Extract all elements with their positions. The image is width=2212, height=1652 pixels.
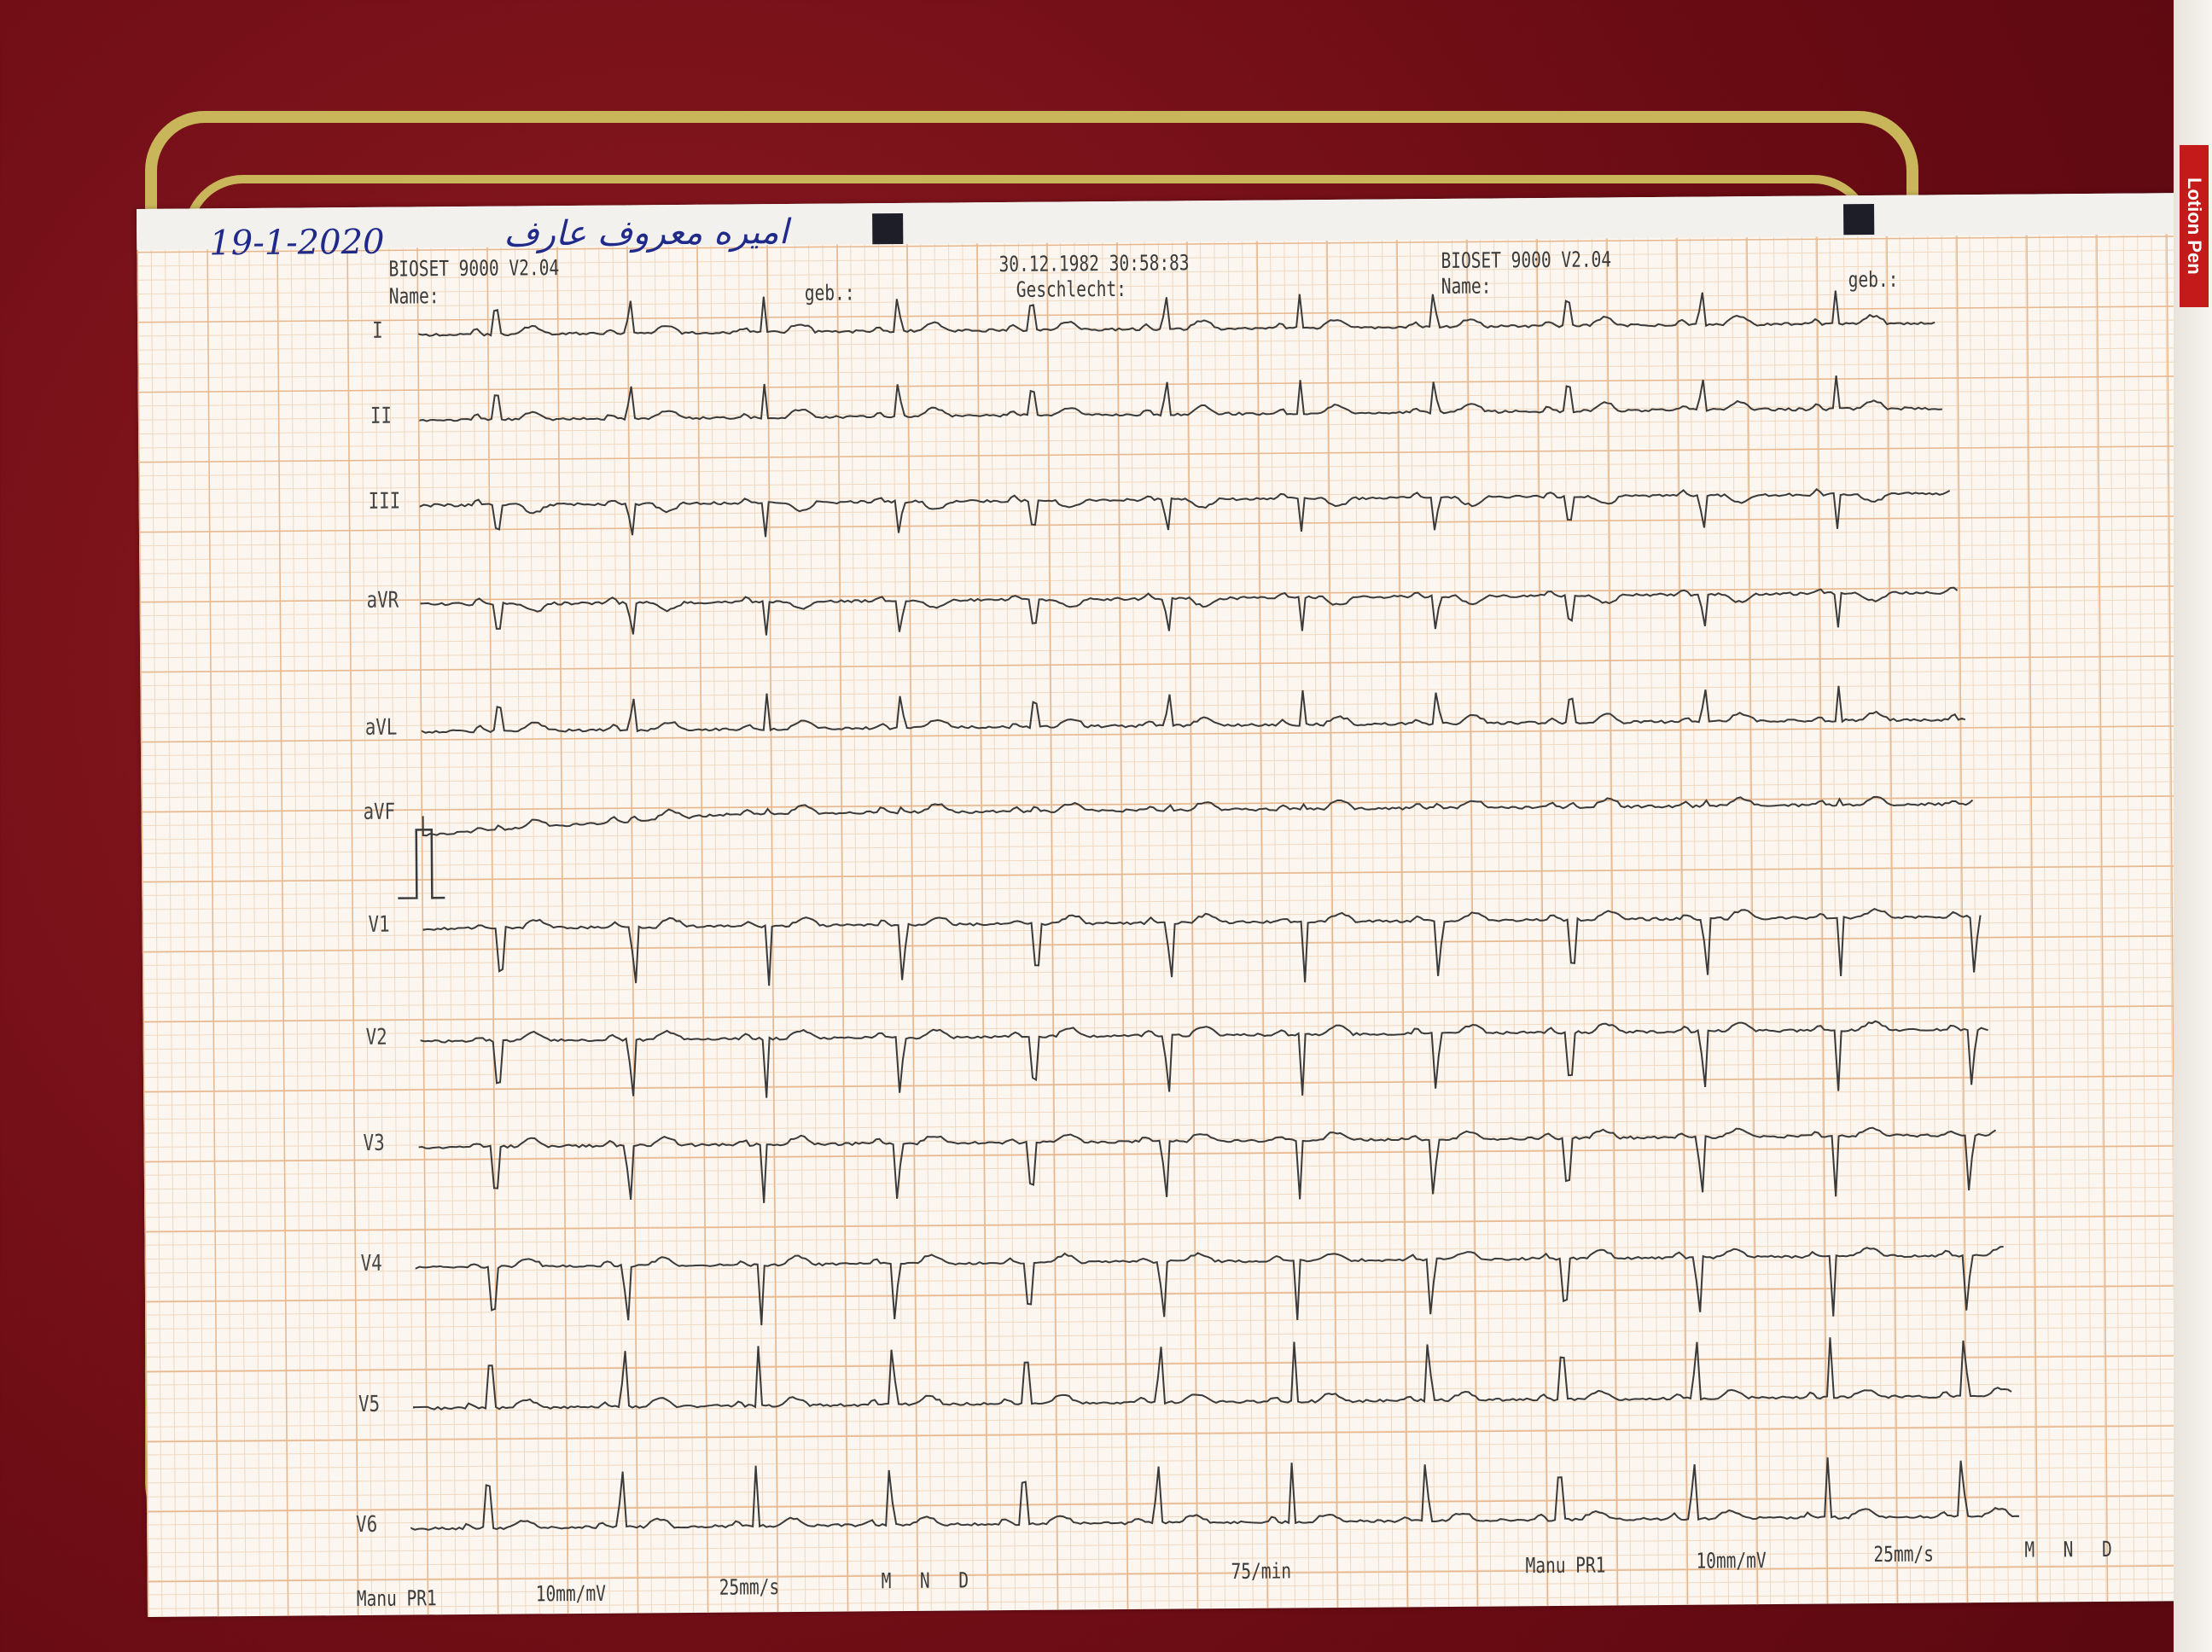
ecg-paper: 19-1-2020 اميره معروف عارف BIOSET 9000 V… — [137, 192, 2212, 1617]
ecg-trace-v4 — [415, 1245, 2004, 1326]
calibration-pulse — [398, 829, 445, 899]
ecg-trace-avl — [421, 685, 1966, 734]
ecg-trace-v2 — [420, 1020, 1988, 1098]
ecg-trace-v5 — [413, 1337, 2012, 1411]
ecg-trace-ii — [418, 375, 1942, 422]
ecg-trace-iii — [419, 488, 1951, 538]
ecg-traces — [398, 290, 2020, 1531]
ecg-trace-v3 — [418, 1126, 1997, 1203]
pen-label: Lotion Pen — [2180, 145, 2209, 307]
ecg-trace-avf — [422, 795, 1974, 837]
ecg-trace-v6 — [410, 1457, 2020, 1531]
ecg-trace-avr — [420, 586, 1959, 636]
ecg-trace-v1 — [422, 908, 1982, 986]
ecg-trace-i — [418, 290, 1936, 337]
pen: Lotion Pen — [2174, 0, 2212, 1652]
